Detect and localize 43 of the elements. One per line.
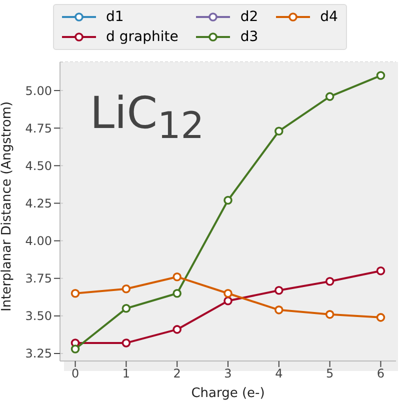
point xyxy=(122,284,131,294)
point xyxy=(274,286,284,295)
y-tick-label: 4.50 xyxy=(25,158,52,173)
point xyxy=(325,276,334,286)
point xyxy=(325,92,334,101)
point xyxy=(224,288,232,298)
y-tick-label: 3.25 xyxy=(25,346,52,361)
point xyxy=(224,296,232,306)
point xyxy=(122,304,131,313)
x-axis-title: Charge (e-) xyxy=(191,386,265,401)
y-tick-label: 5.00 xyxy=(25,84,52,98)
x-tick-label: 1 xyxy=(122,366,130,381)
point xyxy=(172,272,182,282)
point xyxy=(274,126,284,136)
y-tick-label: 4.75 xyxy=(25,121,52,136)
legend-label: d4 xyxy=(320,9,338,25)
legend-label: d graphite xyxy=(106,29,178,45)
point xyxy=(376,313,386,322)
x-tick-label: 4 xyxy=(275,366,283,381)
legend-label: d1 xyxy=(106,9,124,25)
x-tick-label: 0 xyxy=(71,366,80,381)
x-tick-label: 2 xyxy=(173,366,181,381)
legend-label: d2 xyxy=(240,9,258,25)
point xyxy=(172,288,182,298)
y-tick-label: 3.75 xyxy=(25,272,52,286)
x-tick-label: 5 xyxy=(326,366,334,381)
point xyxy=(274,306,284,314)
annotation: LiC$_{12}$ xyxy=(90,88,204,147)
y-axis-title: Interplanar Distance (Angstrom) xyxy=(0,101,15,312)
legend-label: d3 xyxy=(240,29,258,45)
x-tick-label: 3 xyxy=(224,366,232,381)
point xyxy=(122,338,131,348)
x-tick-label: 6 xyxy=(376,366,385,381)
point xyxy=(376,71,386,80)
point xyxy=(325,310,334,319)
point xyxy=(376,266,386,276)
point xyxy=(224,196,232,205)
y-tick-label: 4.25 xyxy=(25,196,52,210)
y-tick-label: 4.00 xyxy=(25,234,52,248)
point xyxy=(70,288,80,298)
y-tick-label: 3.50 xyxy=(25,309,52,324)
point xyxy=(172,325,182,334)
point xyxy=(70,344,80,354)
